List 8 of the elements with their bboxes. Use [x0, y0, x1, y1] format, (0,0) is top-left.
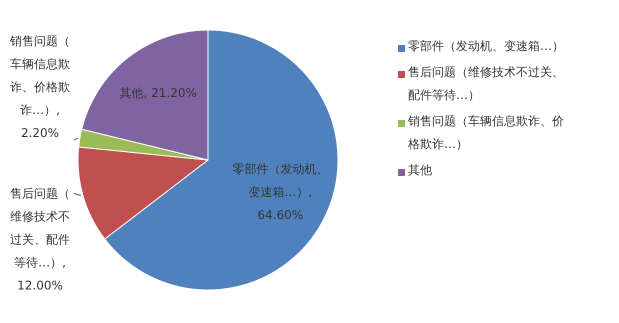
legend-label: 其他 [408, 163, 432, 177]
legend-label: 零部件（发动机、变速箱…） [408, 39, 564, 53]
legend-label: 售后问题（维修技术不过关、配件等待…） [408, 65, 564, 102]
data-label: 售后问题（维修技术不过关、配件等待…）, 12.00% [10, 186, 70, 292]
data-label: 其他, 21.20% [120, 86, 197, 100]
legend-label: 销售问题（车辆信息欺诈、价格欺诈…） [407, 114, 564, 151]
data-label: 销售问题（车辆信息欺诈、价格欺诈…）, 2.20% [9, 34, 70, 140]
data-label: 零部件（发动机、变速箱…）, 64.60% [232, 162, 328, 222]
